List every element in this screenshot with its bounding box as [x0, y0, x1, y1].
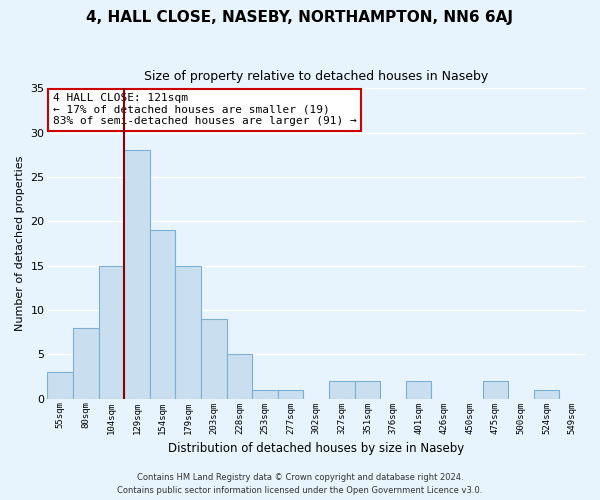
Text: Contains HM Land Registry data © Crown copyright and database right 2024.
Contai: Contains HM Land Registry data © Crown c…	[118, 474, 482, 495]
Bar	[201, 319, 227, 398]
Bar	[482, 381, 508, 398]
Bar	[73, 328, 98, 398]
Y-axis label: Number of detached properties: Number of detached properties	[15, 156, 25, 331]
Bar	[355, 381, 380, 398]
Bar	[124, 150, 150, 398]
Text: 4, HALL CLOSE, NASEBY, NORTHAMPTON, NN6 6AJ: 4, HALL CLOSE, NASEBY, NORTHAMPTON, NN6 …	[86, 10, 514, 25]
Text: 4 HALL CLOSE: 121sqm
← 17% of detached houses are smaller (19)
83% of semi-detac: 4 HALL CLOSE: 121sqm ← 17% of detached h…	[53, 93, 356, 126]
Bar	[406, 381, 431, 398]
Bar	[278, 390, 304, 398]
Bar	[150, 230, 175, 398]
Bar	[98, 266, 124, 398]
Bar	[252, 390, 278, 398]
Bar	[227, 354, 252, 399]
Bar	[329, 381, 355, 398]
Title: Size of property relative to detached houses in Naseby: Size of property relative to detached ho…	[144, 70, 488, 83]
X-axis label: Distribution of detached houses by size in Naseby: Distribution of detached houses by size …	[168, 442, 464, 455]
Bar	[175, 266, 201, 398]
Bar	[534, 390, 559, 398]
Bar	[47, 372, 73, 398]
